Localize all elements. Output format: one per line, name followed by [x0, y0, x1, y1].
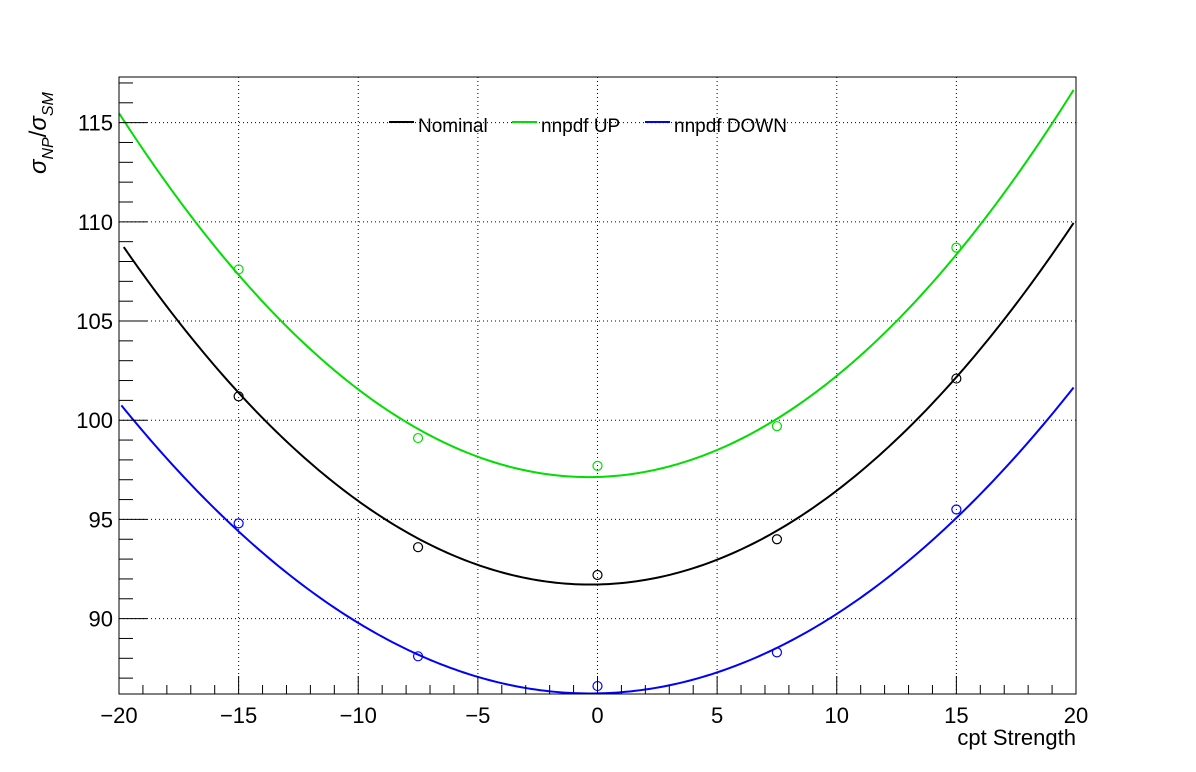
- x-tick-label: 10: [825, 703, 849, 728]
- data-point-nominal: [592, 569, 603, 581]
- x-tick-label: 0: [591, 703, 603, 728]
- series-layer: [119, 89, 1075, 694]
- fit-curve-nominal: [122, 222, 1075, 586]
- y-axis-title-slash: /: [25, 130, 52, 137]
- y-tick-label: 90: [89, 607, 113, 632]
- x-tick-label: 15: [944, 703, 968, 728]
- y-tick-label: 110: [78, 210, 113, 235]
- y-axis-title-sigma-2: σ: [25, 115, 52, 131]
- y-axis-title-sigma-1: σ: [25, 158, 52, 174]
- x-tick-label: 20: [1064, 703, 1088, 728]
- y-tick-label: 115: [78, 111, 113, 136]
- data-point-nominal: [412, 542, 424, 553]
- x-tick-label: −10: [340, 703, 377, 728]
- tick-labels: −20 −15 −10 −5 0 5 10 15 20 90 95 100 105 110 115: [76, 111, 1088, 728]
- y-axis-title-sub-sm: SM: [40, 91, 57, 116]
- x-tick-label: −15: [220, 703, 257, 728]
- legend-label-nnpdf-up: nnpdf UP: [541, 116, 620, 137]
- y-tick-label: 95: [89, 507, 113, 532]
- data-point-nnpdf-up: [951, 242, 962, 253]
- legend-label-nominal: Nominal: [418, 116, 488, 137]
- data-point-nominal: [771, 534, 783, 545]
- data-point-nnpdf-up: [412, 432, 424, 444]
- x-axis-title: cpt Strength: [957, 725, 1076, 750]
- x-tick-label: −20: [100, 703, 137, 728]
- legend-label-nnpdf-down: nnpdf DOWN: [674, 116, 787, 137]
- grid-lines: [119, 77, 1076, 694]
- fit-curve-nnpdf-up: [119, 89, 1075, 479]
- data-point-nnpdf-down: [233, 518, 244, 529]
- data-point-nnpdf-up: [233, 264, 244, 275]
- y-tick-label: 105: [76, 309, 113, 334]
- data-point-nominal: [233, 391, 244, 402]
- y-axis-title-sub-np: NP: [40, 137, 57, 160]
- legend: Nominal nnpdf UP nnpdf DOWN: [389, 116, 787, 137]
- data-point-nnpdf-up: [771, 421, 783, 432]
- data-point-nnpdf-up: [592, 460, 603, 471]
- data-point-nominal: [951, 373, 962, 384]
- y-tick-label: 100: [76, 408, 113, 433]
- y-axis-title: σNP/σSM: [25, 91, 57, 174]
- data-point-nnpdf-down: [951, 504, 962, 515]
- axis-ticks: [118, 82, 1077, 694]
- x-tick-label: 5: [711, 703, 723, 728]
- data-point-nnpdf-down: [412, 651, 424, 662]
- x-tick-label: −5: [465, 703, 490, 728]
- data-point-nnpdf-down: [771, 647, 783, 658]
